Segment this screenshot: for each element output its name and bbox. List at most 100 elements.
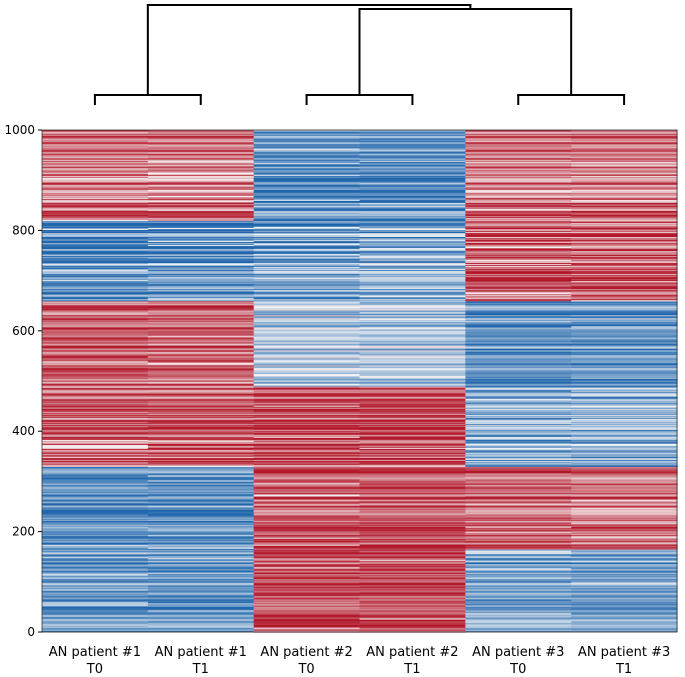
heatmap-cell — [359, 198, 466, 200]
heatmap-cell — [465, 169, 572, 171]
heatmap-cell — [465, 301, 572, 304]
heatmap-cell — [147, 522, 255, 524]
y-tick-label: 800 — [12, 223, 35, 237]
heatmap-cell — [359, 536, 466, 538]
heatmap-cell — [465, 181, 572, 183]
heatmap-cell — [359, 605, 466, 608]
heatmap-cell — [571, 382, 678, 384]
heatmap-cell — [147, 304, 255, 307]
heatmap-cell — [253, 481, 361, 484]
heatmap-cell — [147, 214, 255, 216]
column-label-patient: AN patient #2 — [260, 645, 352, 660]
heatmap-cell — [359, 350, 466, 353]
heatmap-cell — [571, 556, 678, 559]
heatmap-cell — [359, 296, 466, 299]
heatmap-cell — [253, 170, 361, 172]
heatmap-cell — [571, 508, 678, 510]
heatmap-cell — [253, 336, 361, 339]
heatmap-cell — [359, 524, 466, 526]
heatmap-cell — [42, 366, 149, 369]
heatmap-cell — [571, 472, 678, 475]
heatmap-cell — [571, 482, 678, 485]
heatmap-cell — [465, 175, 572, 177]
heatmap-cell — [465, 206, 572, 208]
heatmap-cell — [359, 470, 466, 473]
heatmap-cell — [42, 367, 149, 370]
heatmap-cell — [465, 358, 572, 361]
heatmap-cell — [253, 297, 361, 300]
heatmap-cell — [465, 231, 572, 233]
heatmap-cell — [147, 163, 255, 165]
heatmap-cell — [253, 607, 361, 610]
heatmap-cell — [571, 132, 678, 134]
heatmap-cell — [465, 381, 572, 383]
heatmap-cell — [571, 606, 678, 609]
heatmap-cell — [147, 274, 255, 277]
heatmap-cell — [147, 300, 255, 303]
heatmap-cell — [253, 579, 361, 582]
heatmap-cell — [465, 276, 572, 279]
heatmap-cell — [147, 564, 255, 567]
heatmap-cell — [42, 574, 149, 577]
heatmap-cell — [147, 577, 255, 580]
heatmap-cell — [465, 243, 572, 246]
heatmap-cell — [465, 402, 572, 404]
heatmap-cell — [42, 312, 149, 315]
heatmap-cell — [147, 451, 255, 453]
heatmap-cell — [147, 338, 255, 341]
heatmap-cell — [42, 228, 149, 230]
heatmap-cell — [253, 434, 361, 436]
heatmap-cell — [359, 313, 466, 316]
heatmap-cell — [465, 398, 572, 400]
heatmap-cell — [147, 410, 255, 412]
heatmap-cell — [42, 399, 149, 401]
heatmap-cell — [147, 473, 255, 476]
heatmap-cell — [465, 583, 572, 586]
heatmap-cell — [465, 349, 572, 352]
heatmap-cell — [147, 392, 255, 394]
heatmap-cell — [465, 261, 572, 264]
heatmap-cell — [359, 307, 466, 310]
heatmap-cell — [253, 310, 361, 313]
heatmap-cell — [465, 250, 572, 253]
heatmap-cell — [147, 364, 255, 367]
heatmap-cell — [359, 585, 466, 588]
heatmap-cell — [571, 619, 678, 622]
heatmap-cell — [465, 359, 572, 362]
heatmap-cell — [359, 479, 466, 482]
heatmap-cell — [465, 558, 572, 561]
heatmap-cell — [253, 307, 361, 310]
heatmap-cell — [571, 291, 678, 294]
heatmap-cell — [42, 521, 149, 523]
heatmap-cell — [42, 149, 149, 151]
heatmap-cell — [147, 261, 255, 264]
heatmap-cell — [42, 613, 149, 616]
heatmap-cell — [465, 366, 572, 369]
heatmap-cell — [571, 459, 678, 461]
heatmap-cell — [571, 489, 678, 492]
heatmap-cell — [253, 499, 361, 502]
heatmap-cell — [571, 570, 678, 573]
heatmap-cell — [42, 501, 149, 504]
heatmap-cell — [147, 620, 255, 623]
heatmap-cell — [359, 428, 466, 430]
heatmap-cell — [359, 617, 466, 620]
heatmap-cell — [359, 144, 466, 146]
heatmap-cell — [359, 357, 466, 360]
heatmap-cell — [147, 529, 255, 531]
heatmap-cell — [359, 603, 466, 606]
heatmap-cell — [571, 371, 678, 374]
heatmap-cell — [571, 583, 678, 586]
heatmap-cell — [359, 145, 466, 147]
heatmap-cell — [571, 521, 678, 523]
heatmap-cell — [253, 388, 361, 390]
heatmap-cell — [571, 591, 678, 594]
heatmap-cell — [42, 262, 149, 265]
heatmap-cell — [42, 544, 149, 546]
heatmap-cell — [253, 515, 361, 517]
heatmap-cell — [42, 458, 149, 460]
heatmap-cell — [42, 301, 149, 304]
heatmap-cell — [147, 344, 255, 347]
heatmap-cell — [571, 499, 678, 502]
heatmap-cell — [42, 440, 149, 442]
